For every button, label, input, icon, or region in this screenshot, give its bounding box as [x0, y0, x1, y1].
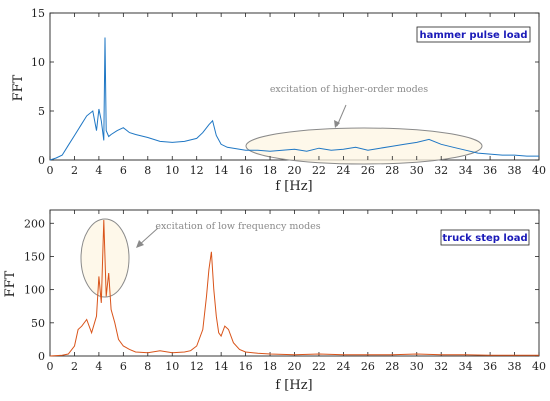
- x-tick-label: 32: [434, 164, 448, 177]
- x-tick-label: 38: [508, 360, 522, 373]
- x-tick-label: 22: [312, 360, 326, 373]
- x-tick-label: 18: [263, 360, 277, 373]
- x-tick-label: 4: [95, 164, 102, 177]
- x-tick-label: 36: [483, 164, 497, 177]
- y-tick-label: 200: [24, 217, 45, 230]
- truck-legend-box: [440, 229, 530, 246]
- y-tick-label: 15: [31, 7, 45, 20]
- y-tick-label: 50: [31, 317, 45, 330]
- x-tick-label: 2: [71, 360, 78, 373]
- x-tick-label: 8: [144, 360, 151, 373]
- x-tick-label: 10: [165, 164, 179, 177]
- x-tick-label: 10: [165, 360, 179, 373]
- hammer-panel: 0 2 4 6 8 10 12 14 16 18 20 22 24 26 28 30 32 34 36 38 40051…: [11, 7, 546, 194]
- hammer-fft-line: [49, 37, 539, 161]
- y-tick-label: 10: [31, 56, 45, 69]
- truck-xlabel: f [Hz]: [275, 378, 312, 393]
- x-tick-label: 16: [239, 164, 253, 177]
- x-tick-label: 20: [288, 164, 302, 177]
- x-tick-label: 34: [459, 360, 473, 373]
- x-tick-label: 16: [239, 360, 253, 373]
- truck-fft-line: [49, 219, 539, 357]
- x-tick-label: 18: [263, 164, 277, 177]
- truck-legend: truck step load: [440, 229, 530, 246]
- x-tick-label: 40: [532, 164, 546, 177]
- x-tick-label: 24: [336, 360, 350, 373]
- y-tick-label: 100: [24, 284, 45, 297]
- higher-order-modes-highlight: [245, 127, 483, 165]
- low-frequency-modes-arrowhead: [136, 240, 144, 248]
- x-tick-label: 12: [190, 360, 204, 373]
- x-tick-label: 32: [434, 360, 448, 373]
- y-tick-label: 0: [38, 350, 45, 363]
- x-tick-label: 24: [336, 164, 350, 177]
- x-tick-label: 26: [361, 360, 375, 373]
- x-tick-label: 14: [214, 360, 228, 373]
- x-tick-label: 8: [144, 164, 151, 177]
- x-tick-label: 0: [47, 360, 54, 373]
- hammer-ticks: 0 2 4 6 8 10 12 14 16 18 20 22 24 26 28 30 32 34 36 38 40051…: [31, 7, 546, 177]
- x-tick-label: 14: [214, 164, 228, 177]
- y-tick-label: 5: [38, 105, 45, 118]
- truck-ticks: 0 2 4 6 8 10 12 14 16 18 20 22 24 26 28 30 32 34 36 38 40050…: [24, 210, 546, 373]
- x-tick-label: 34: [459, 164, 473, 177]
- hammer-ylabel: FFT: [11, 74, 26, 101]
- x-tick-label: 0: [47, 164, 54, 177]
- x-tick-label: 30: [410, 164, 424, 177]
- hammer-legend: hammer pulse load: [416, 26, 531, 43]
- x-tick-label: 6: [120, 360, 127, 373]
- hammer-legend-box: [416, 26, 531, 43]
- low-frequency-modes-annotation: excitation of low frequency modes: [155, 221, 320, 232]
- truck-ylabel: FFT: [3, 270, 18, 297]
- x-tick-label: 28: [385, 360, 399, 373]
- x-tick-label: 38: [508, 164, 522, 177]
- hammer-legend-label: hammer pulse load: [419, 30, 527, 41]
- x-tick-label: 4: [95, 360, 102, 373]
- x-tick-label: 20: [288, 360, 302, 373]
- x-tick-label: 28: [385, 164, 399, 177]
- x-tick-label: 22: [312, 164, 326, 177]
- x-tick-label: 40: [532, 360, 546, 373]
- truck-legend-label: truck step load: [442, 233, 527, 244]
- y-tick-label: 0: [38, 154, 45, 167]
- x-tick-label: 26: [361, 164, 375, 177]
- x-tick-label: 30: [410, 360, 424, 373]
- truck-panel: 0 2 4 6 8 10 12 14 16 18 20 22 24 26 28 30 32 34 36 38 40050…: [3, 209, 546, 393]
- x-tick-label: 6: [120, 164, 127, 177]
- higher-order-modes-arrowhead: [334, 120, 340, 128]
- x-tick-label: 12: [190, 164, 204, 177]
- x-tick-label: 36: [483, 360, 497, 373]
- y-tick-label: 150: [24, 250, 45, 263]
- higher-order-modes-annotation: excitation of higher-order modes: [270, 84, 428, 95]
- x-tick-label: 2: [71, 164, 78, 177]
- hammer-xlabel: f [Hz]: [275, 179, 312, 194]
